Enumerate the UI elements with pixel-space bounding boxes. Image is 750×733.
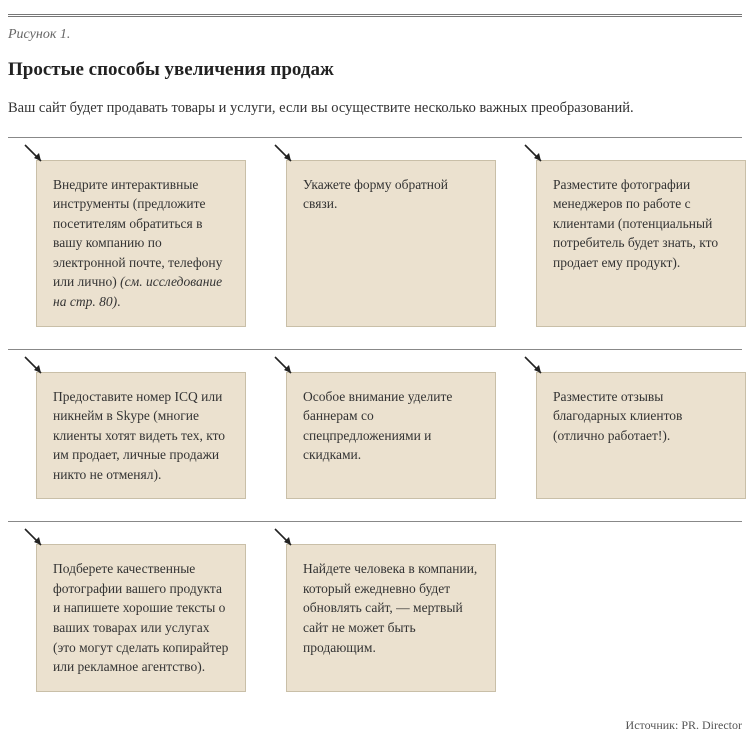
tip-text: Укажете форму обратной связи.: [303, 175, 479, 214]
arrow-icon: [271, 355, 301, 381]
boxes-wrap: Внедрите интерактивные инструменты (пред…: [8, 160, 742, 327]
tip-box: Предоставите номер ICQ или никнейм в Sky…: [36, 372, 246, 500]
row-1: Внедрите интерактивные инструменты (пред…: [8, 137, 742, 349]
boxes-wrap: Предоставите номер ICQ или никнейм в Sky…: [8, 372, 742, 500]
tip-text: Внедрите интерактивные инструменты (пред…: [53, 175, 229, 312]
source-label: Источник: PR. Director: [8, 718, 742, 733]
boxes-wrap: Подберете качественные фотографии вашего…: [8, 544, 742, 691]
tip-text: Предоставите номер ICQ или никнейм в Sky…: [53, 387, 229, 485]
arrow-icon: [521, 143, 551, 169]
tip-box: Подберете качественные фотографии вашего…: [36, 544, 246, 691]
row-3: Подберете качественные фотографии вашего…: [8, 521, 742, 713]
tip-text: Особое внимание уделите баннерам со спец…: [303, 387, 479, 465]
arrow-icon: [21, 527, 51, 553]
figure-title: Простые способы увеличения продаж: [8, 59, 742, 81]
tip-text: Разместите отзывы благодарных клиентов (…: [553, 387, 729, 446]
rows-container: Внедрите интерактивные инструменты (пред…: [8, 137, 742, 714]
tip-text: Разместите фотографии менеджеров по рабо…: [553, 175, 729, 273]
arrow-icon: [271, 527, 301, 553]
arrow-icon: [21, 143, 51, 169]
tip-box: Найдете человека в компании, который еже…: [286, 544, 496, 691]
tip-text: Найдете человека в компании, который еже…: [303, 559, 479, 657]
tip-box: Укажете форму обратной связи.: [286, 160, 496, 327]
tip-text: Подберете качественные фотографии вашего…: [53, 559, 229, 676]
top-double-rule: [8, 14, 742, 17]
tip-box: Разместите отзывы благодарных клиентов (…: [536, 372, 746, 500]
tip-box: Особое внимание уделите баннерам со спец…: [286, 372, 496, 500]
figure-lead: Ваш сайт будет продавать товары и услуги…: [8, 99, 742, 119]
tip-box: Разместите фотографии менеджеров по рабо…: [536, 160, 746, 327]
arrow-icon: [21, 355, 51, 381]
arrow-icon: [271, 143, 301, 169]
figure-caption: Рисунок 1.: [8, 27, 742, 43]
arrow-icon: [521, 355, 551, 381]
tip-box: Внедрите интерактивные инструменты (пред…: [36, 160, 246, 327]
row-2: Предоставите номер ICQ или никнейм в Sky…: [8, 349, 742, 522]
